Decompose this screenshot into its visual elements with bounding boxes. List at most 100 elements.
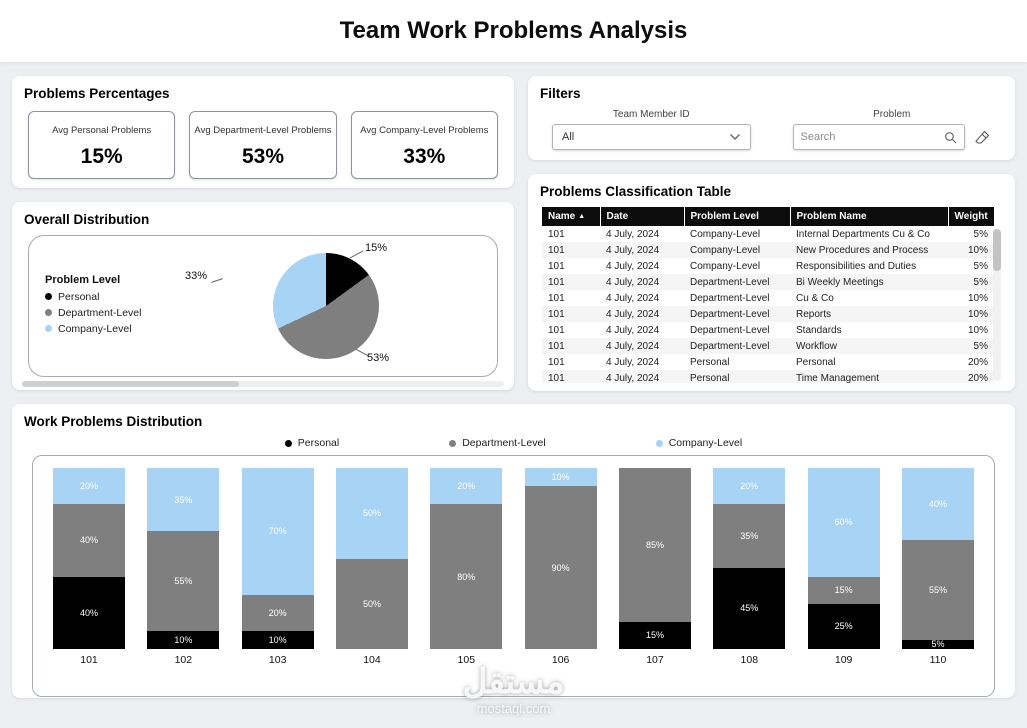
bar-segment[interactable]: 15%	[807, 576, 880, 604]
bar-segment-label: 85%	[645, 539, 664, 550]
eraser-icon[interactable]	[974, 129, 991, 146]
kpi-value: 15%	[80, 145, 123, 168]
column-header[interactable]: Date	[600, 207, 685, 226]
bar-segment[interactable]: 10%	[147, 630, 220, 649]
table-row[interactable]: 101 4 July, 2024 Company-Level Responsibili…	[542, 258, 994, 274]
table-row[interactable]: 101 4 July, 2024 Department-Level Standards…	[542, 322, 994, 338]
table-row[interactable]: 101 4 July, 2024 Company-Level Internal Dep…	[542, 226, 994, 242]
scrollbar-thumb[interactable]	[22, 381, 239, 387]
kpi-card: Avg Personal Problems 15%	[28, 111, 176, 179]
sort-ascending-icon: ▲	[578, 213, 586, 220]
bar-segment[interactable]: 40%	[901, 468, 974, 541]
legend-label: Department-Level	[58, 306, 142, 319]
bar-segment[interactable]: 35%	[147, 468, 220, 532]
table-cell: 4 July, 2024	[606, 356, 660, 368]
table-row[interactable]: 101 4 July, 2024 Personal Personal 20%	[542, 354, 994, 370]
table-cell: Responsibilities and Duties	[796, 260, 917, 272]
bar-segment-label: 35%	[740, 530, 759, 541]
team-member-label: Team Member ID	[612, 109, 690, 120]
table-cell: Cu & Co	[796, 292, 834, 304]
legend-dot	[45, 293, 52, 300]
bar-segment[interactable]: 5%	[901, 639, 974, 649]
column-header[interactable]: Weight	[948, 207, 994, 226]
table-row[interactable]: 101 4 July, 2024 Company-Level New Procedur…	[542, 242, 994, 258]
legend-item: Personal	[45, 291, 189, 303]
team-member-filter: Team Member ID All	[552, 109, 751, 150]
bar-segment[interactable]: 60%	[807, 468, 880, 577]
table-row[interactable]: 101 4 July, 2024 Department-Level Workflow 5…	[542, 338, 994, 354]
kpi-label: Avg Personal Problems	[52, 124, 152, 136]
bar-segment[interactable]: 50%	[335, 558, 408, 649]
problem-search-box	[792, 124, 965, 150]
bar-column: 40% 55% 5% 110	[901, 468, 974, 666]
bar-segment[interactable]: 85%	[618, 468, 691, 622]
category-label: 104	[363, 654, 381, 666]
table-cell: Department-Level	[690, 308, 770, 320]
bar-segment[interactable]: 20%	[713, 468, 786, 505]
category-label: 107	[646, 654, 664, 666]
column-header[interactable]: Name ▲	[542, 207, 601, 226]
bar-segment[interactable]: 10%	[241, 630, 314, 649]
bar-segment[interactable]: 40%	[53, 504, 125, 577]
bar-segment-label: 15%	[645, 630, 664, 641]
bar-segment-label: 20%	[457, 481, 476, 492]
table-row[interactable]: 101 4 July, 2024 Department-Level Cu & Co 10…	[542, 290, 994, 306]
bar-segment[interactable]: 70%	[241, 468, 314, 595]
table-head: Name ▲ Date Problem Level Problem Name Weight	[542, 207, 994, 226]
classification-table-card: Problems Classification Table Name ▲ Date P…	[528, 174, 1015, 391]
bar-segment[interactable]: 20%	[241, 594, 314, 631]
bar-chart: 20% 40% 40% 101 35% 55% 10% 102 70% 20% 10% 103 50% 5…	[53, 468, 974, 666]
bar-segment[interactable]: 10%	[524, 468, 597, 487]
kpi-value: 53%	[241, 145, 284, 168]
bar-segment[interactable]: 15%	[618, 621, 691, 649]
bar-segment[interactable]: 55%	[901, 540, 974, 640]
legend-item: Department-Level	[45, 307, 189, 319]
table-cell: 4 July, 2024	[606, 276, 660, 288]
bar-segment-label: 20%	[79, 481, 98, 492]
table-row[interactable]: 101 4 July, 2024 Personal Time Management 20…	[542, 370, 994, 383]
bar-segment[interactable]: 45%	[713, 567, 786, 649]
horizontal-scrollbar[interactable]	[22, 381, 504, 387]
team-member-dropdown[interactable]: All	[552, 124, 751, 150]
bar-segment-label: 50%	[362, 598, 381, 609]
bar-segment[interactable]: 80%	[430, 504, 503, 649]
legend-label: Company-Level	[668, 437, 743, 449]
bar-segment-label: 40%	[928, 499, 947, 510]
category-label: 103	[268, 654, 287, 666]
pie-chart[interactable]	[273, 253, 379, 359]
table-row[interactable]: 101 4 July, 2024 Department-Level Bi Weekly…	[542, 274, 994, 290]
table-cell: 5%	[973, 276, 988, 288]
classification-table: Name ▲ Date Problem Level Problem Name Weight…	[542, 207, 994, 383]
scrollbar-thumb[interactable]	[993, 229, 1001, 271]
problem-search-input[interactable]	[800, 131, 944, 143]
bar-segment[interactable]: 35%	[713, 504, 786, 568]
bar-segment[interactable]: 55%	[147, 531, 220, 631]
bar-segment-label: 20%	[740, 481, 759, 492]
column-header[interactable]: Problem Name	[790, 207, 949, 226]
bar-segment[interactable]: 20%	[53, 468, 125, 505]
table-cell: 101	[548, 308, 565, 320]
table-cell: Time Management	[796, 372, 879, 384]
vertical-scrollbar[interactable]	[993, 229, 1001, 381]
bar-stack: 20% 35% 45%	[713, 468, 786, 649]
table-row[interactable]: 101 4 July, 2024 Department-Level Reports 10…	[542, 306, 994, 322]
table-cell: Department-Level	[690, 292, 770, 304]
work-distribution-title: Work Problems Distribution	[24, 414, 203, 429]
table-cell: 10%	[967, 244, 988, 256]
bar-segment[interactable]: 90%	[524, 486, 597, 649]
bar-segment[interactable]: 20%	[430, 468, 503, 505]
problems-percentages-title: Problems Percentages	[24, 86, 170, 101]
table-cell: Internal Departments Cu & Co	[796, 228, 930, 240]
classification-table-title: Problems Classification Table	[540, 184, 732, 199]
pie-area: Problem Level Personal Department-Level Co…	[28, 235, 498, 377]
legend-dot	[45, 309, 52, 316]
table-cell: Company-Level	[690, 260, 761, 272]
bar-segment[interactable]: 25%	[807, 603, 880, 649]
column-header[interactable]: Problem Level	[684, 207, 791, 226]
bar-stack: 20% 40% 40%	[53, 468, 125, 649]
pie-data-label: 53%	[367, 352, 390, 364]
table-cell: 101	[548, 228, 565, 240]
table-cell: 20%	[967, 372, 988, 384]
bar-segment[interactable]: 50%	[335, 468, 408, 559]
bar-segment[interactable]: 40%	[53, 576, 125, 649]
